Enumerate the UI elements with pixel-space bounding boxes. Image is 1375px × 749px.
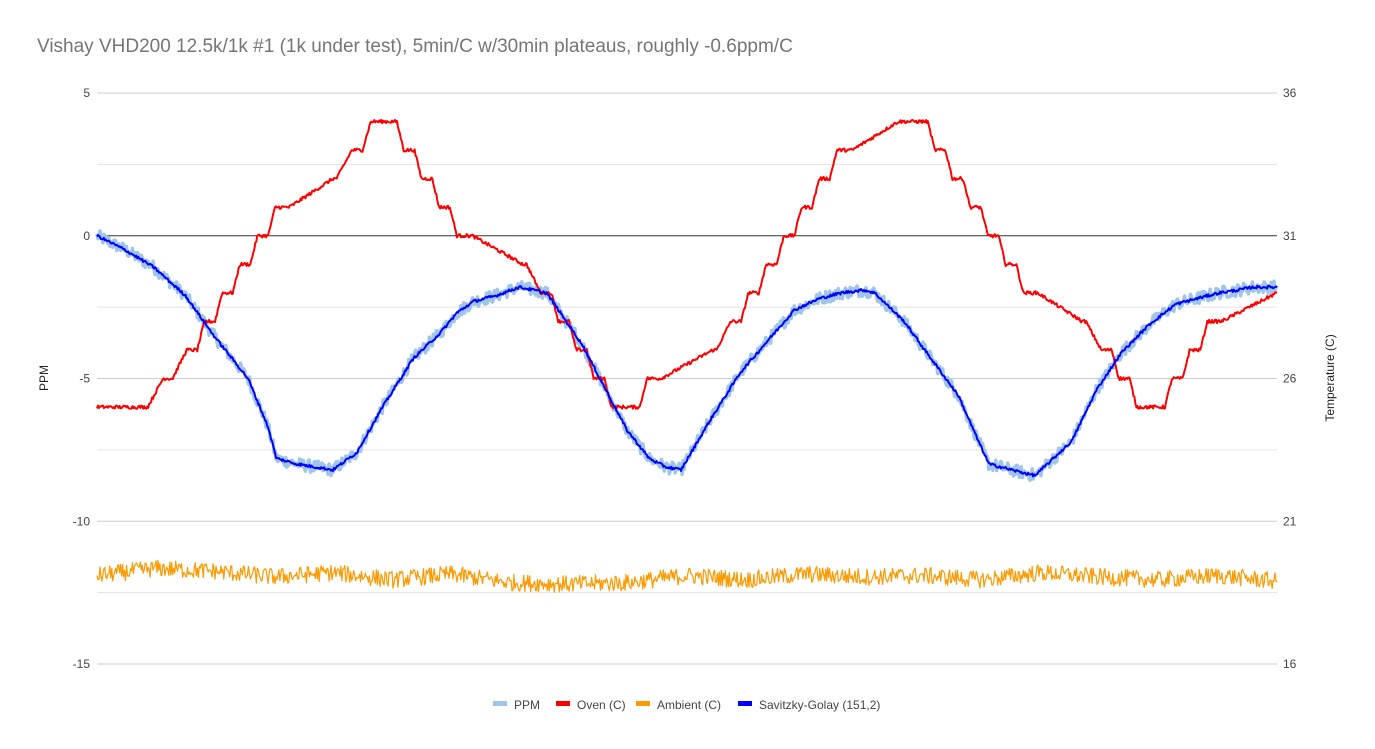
y-axis-right: 36 31 26 21 16 [1283, 86, 1297, 671]
legend-swatch [738, 701, 752, 706]
series-line-oven-c [96, 118, 1278, 410]
y2-tick-label: 21 [1283, 514, 1297, 528]
series-line-ambient-c [96, 559, 1278, 593]
legend-swatch [493, 701, 507, 706]
y2-tick-label: 26 [1283, 372, 1297, 386]
y-tick-label: 5 [83, 86, 90, 100]
y-axis-title: PPM [37, 365, 51, 391]
plot-area [95, 118, 1279, 593]
legend-label: Savitzky-Golay (151,2) [759, 698, 880, 712]
legend-label: Oven (C) [577, 698, 626, 712]
legend: PPM Oven (C) Ambient (C) Savitzky-Golay (15… [493, 698, 880, 712]
y2-tick-label: 16 [1283, 657, 1297, 671]
y2-tick-label: 31 [1283, 229, 1297, 243]
series-line-ppm [95, 229, 1279, 482]
y-tick-label: 0 [83, 229, 90, 243]
y-tick-label: -5 [79, 372, 90, 386]
legend-swatch [636, 701, 650, 706]
y-axis-left: 5 0 -5 -10 -15 [73, 86, 91, 671]
legend-swatch [556, 701, 570, 706]
legend-label: Ambient (C) [657, 698, 721, 712]
y-tick-label: -15 [73, 657, 91, 671]
grid [97, 92, 1277, 665]
y2-axis-title: Temperature (C) [1323, 334, 1337, 421]
series-line-savitzky-golay-151-2 [96, 234, 1278, 478]
y2-tick-label: 36 [1283, 86, 1297, 100]
chart-title: Vishay VHD200 12.5k/1k #1 (1k under test… [37, 36, 793, 57]
y-tick-label: -10 [73, 514, 91, 528]
legend-label: PPM [514, 698, 540, 712]
